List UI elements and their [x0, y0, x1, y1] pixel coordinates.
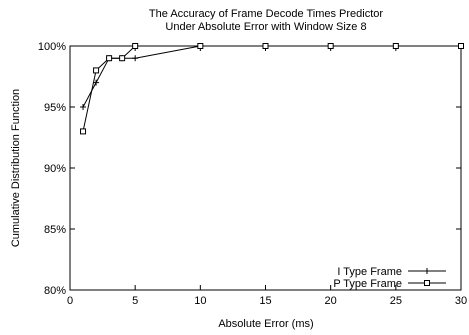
data-point [106, 55, 113, 62]
data-point [262, 43, 269, 49]
data-point [392, 43, 399, 49]
y-tick-label: 85% [44, 224, 66, 236]
y-tick-label: 80% [44, 285, 66, 297]
x-tick-label: 15 [259, 295, 271, 307]
series-line [82, 45, 461, 108]
series-line [82, 45, 461, 132]
x-axis-label: Absolute Error (ms) [218, 318, 313, 330]
y-tick-label: 100% [38, 41, 66, 53]
data-point [132, 55, 139, 62]
axis-ticks: 0 5 10 15 20 25 30 80% 85% 90% 95% 100% [38, 41, 467, 307]
legend-marker [424, 268, 430, 274]
data-point [93, 79, 100, 86]
x-tick-label: 30 [455, 295, 467, 307]
x-tick-label: 25 [390, 295, 402, 307]
data-point [119, 55, 126, 62]
legend-label: I Type Frame [337, 266, 402, 278]
x-tick-label: 20 [325, 295, 337, 307]
x-tick-label: 10 [194, 295, 206, 307]
data-point [80, 128, 87, 135]
plot-frame [69, 45, 462, 291]
chart-subtitle: Under Absolute Error with Window Size 8 [165, 21, 366, 33]
chart-title: The Accuracy of Frame Decode Times Predi… [149, 8, 383, 20]
data-point [197, 43, 204, 49]
data-point [80, 104, 87, 110]
data-point [93, 67, 100, 74]
y-tick-label: 95% [44, 102, 66, 114]
x-tick-label: 5 [132, 295, 138, 307]
series-layer [80, 43, 464, 135]
series-p-type-frame [80, 43, 464, 135]
legend-label: P Type Frame [333, 278, 402, 290]
data-point [132, 43, 139, 49]
y-tick-label: 90% [44, 163, 66, 175]
series-i-type-frame [80, 43, 464, 110]
data-point [327, 43, 334, 49]
x-tick-label: 0 [67, 295, 73, 307]
data-point [458, 43, 464, 49]
legend-entry: P Type Frame [333, 278, 446, 290]
legend-entry: I Type Frame [337, 266, 446, 278]
y-axis-label: Cumulative Distribution Function [10, 89, 22, 247]
legend-marker [424, 280, 430, 286]
